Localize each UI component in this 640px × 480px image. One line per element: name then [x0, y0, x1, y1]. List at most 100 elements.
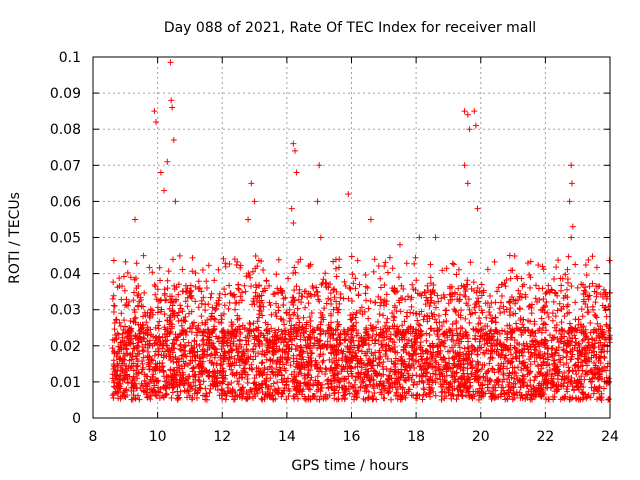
data-point	[156, 318, 163, 325]
data-point	[578, 305, 585, 312]
data-point	[468, 370, 475, 377]
data-point	[500, 387, 507, 394]
data-point	[113, 353, 120, 360]
data-point	[164, 342, 171, 349]
data-point	[581, 347, 588, 354]
data-point	[352, 350, 359, 357]
data-point	[361, 374, 368, 381]
data-point	[405, 386, 412, 393]
data-point	[271, 340, 278, 347]
data-point	[315, 324, 322, 331]
data-point	[426, 391, 433, 398]
data-point	[127, 274, 134, 281]
data-point	[489, 393, 496, 400]
data-point	[584, 304, 591, 311]
data-point	[358, 304, 365, 311]
data-point	[350, 384, 357, 391]
data-point	[482, 390, 489, 397]
data-point	[529, 329, 536, 336]
data-point	[492, 299, 499, 306]
data-point	[273, 313, 280, 320]
data-point	[109, 375, 116, 382]
data-point	[409, 343, 416, 350]
data-point	[169, 312, 176, 319]
data-point	[414, 317, 421, 324]
data-point	[312, 377, 319, 384]
data-point	[313, 284, 320, 291]
data-point	[191, 390, 198, 397]
data-point	[199, 337, 206, 344]
data-point	[109, 295, 116, 302]
data-point	[305, 342, 312, 349]
data-point	[362, 332, 369, 339]
data-point	[121, 356, 128, 363]
data-point	[266, 363, 273, 370]
data-point	[377, 284, 384, 291]
data-point	[153, 393, 160, 400]
data-point	[430, 343, 437, 350]
data-point	[482, 330, 489, 337]
data-point	[149, 311, 156, 318]
data-point	[584, 309, 591, 316]
data-point	[571, 362, 578, 369]
data-point	[450, 338, 457, 345]
data-point	[575, 396, 582, 403]
data-point	[462, 381, 469, 388]
data-point	[228, 319, 235, 326]
data-point	[322, 365, 329, 372]
data-point	[246, 271, 253, 278]
data-point	[135, 369, 142, 376]
data-point	[483, 314, 490, 321]
data-point	[334, 361, 341, 368]
data-point	[594, 320, 601, 327]
data-point	[415, 321, 422, 328]
data-point	[138, 326, 145, 333]
data-point	[112, 367, 119, 374]
x-tick-label: 20	[472, 429, 490, 445]
data-point	[592, 313, 599, 320]
data-point	[274, 332, 281, 339]
data-point	[476, 288, 483, 295]
data-point	[519, 352, 526, 359]
data-point	[260, 267, 267, 274]
data-point	[283, 378, 290, 385]
data-point	[308, 358, 315, 365]
data-point	[532, 295, 539, 302]
data-point	[221, 302, 228, 309]
data-point	[439, 267, 446, 274]
data-point	[314, 366, 321, 373]
data-point	[137, 322, 144, 329]
chart-title: Day 088 of 2021, Rate Of TEC Index for r…	[164, 20, 536, 36]
data-point	[586, 283, 593, 290]
data-point	[495, 351, 502, 358]
data-point	[543, 289, 550, 296]
data-point	[441, 329, 448, 336]
data-point	[430, 388, 437, 395]
data-point	[233, 261, 240, 268]
data-point	[568, 353, 575, 360]
data-point	[474, 295, 481, 302]
data-point	[323, 366, 330, 373]
data-point	[583, 272, 590, 279]
data-point	[455, 285, 462, 292]
data-point	[301, 288, 308, 295]
data-point	[299, 362, 306, 369]
data-point	[287, 333, 294, 340]
data-point	[147, 376, 154, 383]
data-point	[188, 396, 195, 403]
data-point	[445, 348, 452, 355]
data-point	[563, 374, 570, 381]
data-point	[128, 335, 135, 342]
data-point	[336, 264, 343, 271]
data-point	[508, 328, 515, 335]
data-point	[357, 384, 364, 391]
data-point	[491, 258, 498, 265]
data-point	[210, 382, 217, 389]
data-point	[568, 375, 575, 382]
data-point	[487, 312, 494, 319]
data-point	[224, 337, 231, 344]
data-point	[328, 300, 335, 307]
data-point	[177, 302, 184, 309]
data-point	[558, 282, 565, 289]
data-point	[256, 337, 263, 344]
